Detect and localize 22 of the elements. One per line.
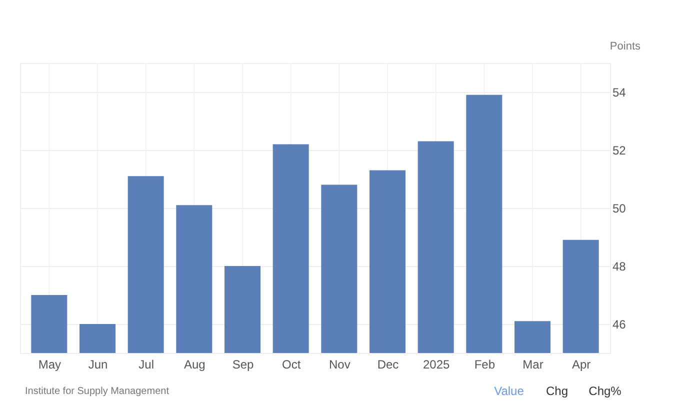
x-tick-label: Apr [572, 358, 591, 372]
text: Chg% [588, 384, 622, 398]
y-tick-label: 46 [612, 318, 626, 332]
x-tick-label: Sep [232, 358, 254, 372]
x-tick-label: Feb [474, 358, 496, 372]
x-tick-label: 2025 [422, 358, 450, 372]
x-tick-label: Oct [282, 358, 302, 372]
y-tick-label: 54 [612, 86, 626, 100]
text: Institute for Supply Management [25, 386, 170, 397]
x-tick-label: Mar [522, 358, 544, 372]
x-tick-label: Nov [328, 358, 350, 372]
y-axis-title: Points [610, 40, 641, 52]
x-tick-label: Jun [88, 358, 108, 372]
x-tick-label: May [38, 358, 62, 372]
text: Value [494, 384, 524, 398]
text: Chg [546, 384, 568, 398]
x-tick-label: Jul [138, 358, 154, 372]
y-tick-label: 52 [612, 144, 626, 158]
x-tick-label: Dec [377, 358, 399, 372]
y-tick-label: 48 [612, 260, 626, 274]
x-tick-label: Aug [184, 358, 206, 372]
y-tick-label: 50 [612, 202, 626, 216]
